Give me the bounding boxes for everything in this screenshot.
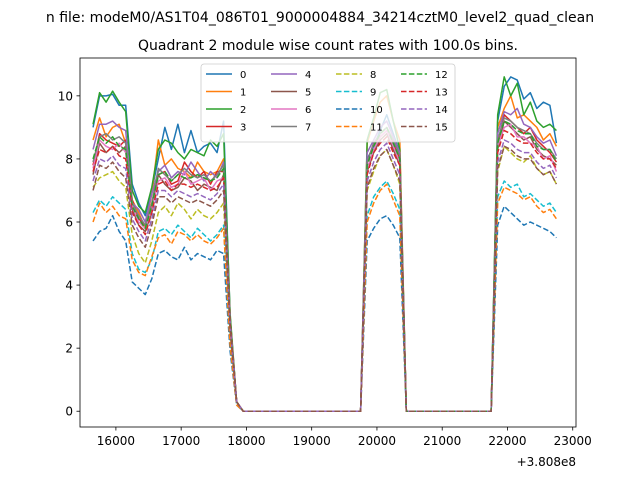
legend-label-3: 3 (240, 123, 246, 134)
legend-box (200, 63, 456, 143)
x-tick-label: 18000 (227, 434, 265, 448)
legend-label-8: 8 (370, 70, 376, 81)
legend-label-5: 5 (305, 88, 311, 99)
plot-frame (79, 57, 577, 428)
legend-label-14: 14 (435, 105, 448, 116)
legend-label-2: 2 (240, 105, 246, 116)
legend-label-9: 9 (370, 88, 376, 99)
y-tick-label: 8 (65, 152, 73, 166)
y-tick-label: 4 (65, 279, 73, 293)
x-tick-label: 23000 (554, 434, 592, 448)
y-tick-label: 10 (58, 89, 73, 103)
legend-label-12: 12 (435, 70, 448, 81)
legend-label-4: 4 (305, 70, 311, 81)
figure-suptitle: n file: modeM0/AS1T04_086T01_9000004884_… (46, 10, 594, 26)
y-tick-label: 0 (65, 405, 73, 419)
x-tick-label: 19000 (293, 434, 331, 448)
series-line-15 (92, 145, 558, 412)
y-tick-label: 2 (65, 342, 73, 356)
axes: 16000 17000 18000 19000 20000 21000 22000 23000… (58, 57, 592, 448)
legend-label-10: 10 (370, 105, 383, 116)
legend-label-13: 13 (435, 88, 448, 99)
legend-label-7: 7 (305, 123, 311, 134)
x-tick-label: 16000 (97, 434, 135, 448)
legend-label-6: 6 (305, 105, 311, 116)
x-tick-label: 22000 (488, 434, 526, 448)
y-tick-label: 6 (65, 216, 73, 230)
x-tick-label: 20000 (358, 434, 396, 448)
series-line-14 (92, 139, 558, 412)
legend-label-11: 11 (370, 123, 383, 134)
x-tick-label: 21000 (423, 434, 461, 448)
legend-label-0: 0 (240, 70, 246, 81)
legend-label-1: 1 (240, 88, 246, 99)
x-tick-label: 17000 (162, 434, 200, 448)
x-axis-offset-label: +3.808e8 (517, 455, 576, 469)
chart-title: Quadrant 2 module wise count rates with … (138, 38, 518, 54)
legend-label-15: 15 (435, 123, 448, 134)
series-lines (92, 76, 558, 412)
